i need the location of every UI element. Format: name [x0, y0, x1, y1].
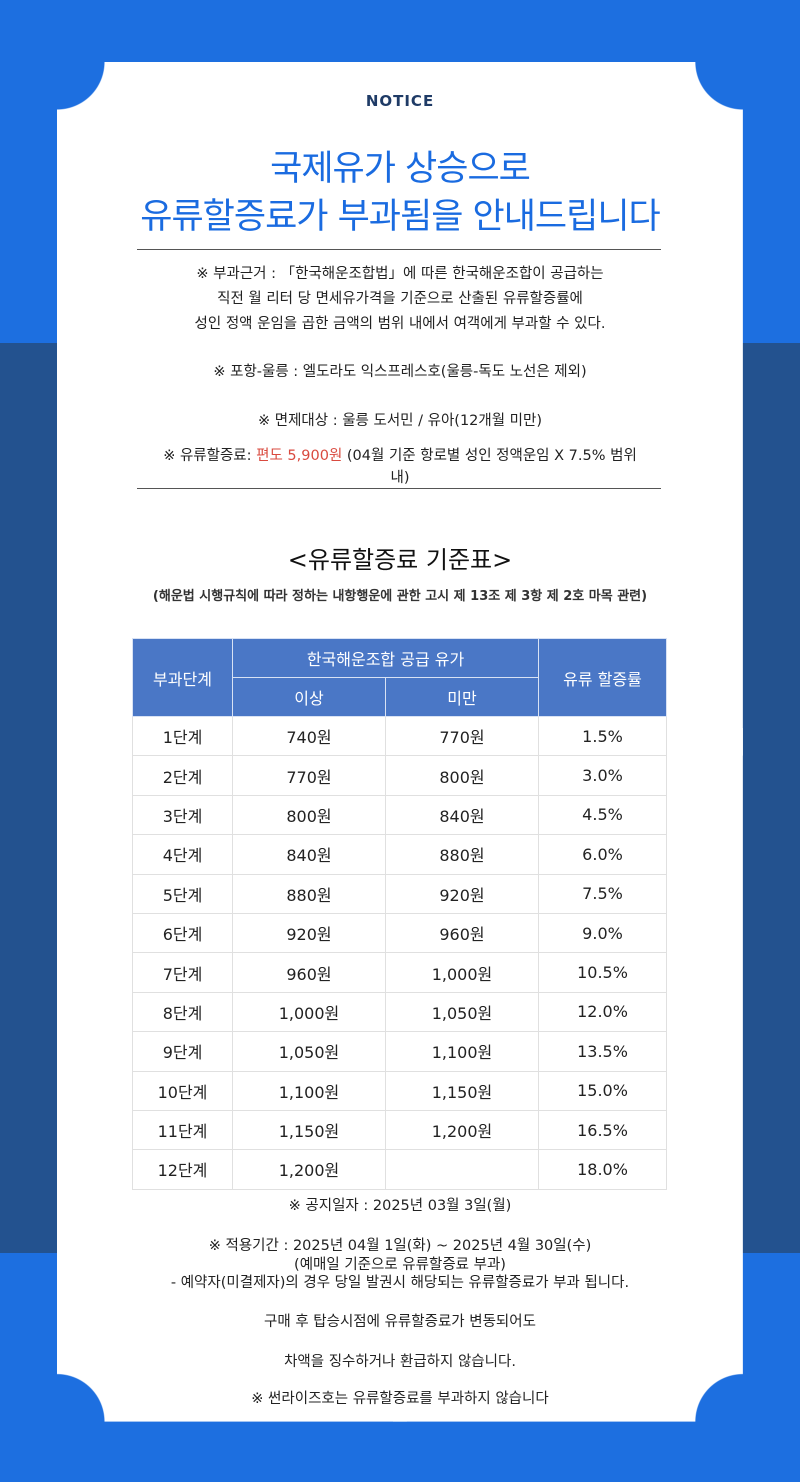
rate-cell: 13.5%: [538, 1031, 667, 1072]
stage-cell: 6단계: [132, 912, 233, 954]
above-cell: 960원: [232, 952, 386, 993]
header-below: 미만: [385, 677, 539, 717]
table-row: 6단계 920원 960원 9.0%: [132, 912, 667, 954]
table-body: 1단계 740원 770원 1.5% 2단계 770원 800원 3.0% 3단계 800원 840…: [132, 715, 667, 1190]
above-cell: 770원: [232, 755, 386, 796]
below-cell: 1,000원: [385, 952, 539, 993]
below-cell: 1,050원: [385, 991, 539, 1033]
stage-cell: 10단계: [132, 1070, 233, 1111]
surcharge-amount: 편도 5,900원: [256, 448, 343, 464]
stage-cell: 2단계: [132, 755, 233, 796]
below-cell: 880원: [385, 834, 539, 875]
surcharge-table: 부과단계 한국해운조합 공급 유가 유류 할증률 이상 미만 1단계 740원 77…: [132, 638, 667, 1190]
rate-cell: 6.0%: [538, 834, 667, 875]
stage-cell: 7단계: [132, 952, 233, 993]
exempt-info: ※ 면제대상 : 울릉 도서민 / 유아(12개월 미만): [257, 413, 543, 429]
rate-cell: 10.5%: [538, 952, 667, 993]
above-cell: 1,150원: [232, 1109, 386, 1151]
table-row: 4단계 840원 880원 6.0%: [132, 834, 667, 875]
stage-cell: 12단계: [132, 1149, 233, 1190]
below-cell: 920원: [385, 873, 539, 914]
rate-cell: 16.5%: [538, 1109, 667, 1151]
rate-cell: 12.0%: [538, 991, 667, 1033]
surcharge-info: ※ 유류할증료: 편도 5,900원 (04월 기준 항로별 성인 정액운임 X…: [0, 444, 800, 465]
divider-bottom: [137, 488, 661, 489]
stage-cell: 9단계: [132, 1031, 233, 1072]
below-cell: 1,100원: [385, 1031, 539, 1072]
change-note-line2: 차액을 징수하거나 환급하지 않습니다.: [284, 1354, 516, 1370]
notice-label: NOTICE: [365, 92, 435, 110]
change-note-line1: 구매 후 탑승시점에 유류할증료가 변동되어도: [264, 1314, 536, 1330]
table-row: 11단계 1,150원 1,200원 16.5%: [132, 1109, 667, 1151]
stage-cell: 11단계: [132, 1109, 233, 1151]
below-cell: 1,150원: [385, 1070, 539, 1111]
page-title-line2: 유류할증료가 부과됨을 안내드립니다: [140, 197, 660, 237]
route-info: ※ 포항-울릉 : 엘도라도 익스프레스호(울릉-독도 노선은 제외): [213, 364, 587, 380]
table-note: (해운법 시행규칙에 따라 정하는 내항행운에 관한 고시 제 13조 제 3항…: [152, 589, 648, 604]
table-row: 7단계 960원 1,000원 10.5%: [132, 952, 667, 993]
table-row: 9단계 1,050원 1,100원 13.5%: [132, 1031, 667, 1072]
below-cell: 960원: [385, 912, 539, 954]
above-cell: 1,050원: [232, 1031, 386, 1072]
table-title: <유류할증료 기준표>: [287, 546, 513, 574]
surcharge-suffix-line2: 내): [390, 470, 410, 486]
table-row: 12단계 1,200원 18.0%: [132, 1149, 667, 1190]
above-cell: 880원: [232, 873, 386, 914]
above-cell: 1,200원: [232, 1149, 386, 1190]
below-cell: [385, 1149, 539, 1190]
rate-cell: 3.0%: [538, 755, 667, 796]
surcharge-suffix: (04월 기준 항로별 성인 정액운임 X 7.5% 범위: [342, 448, 637, 464]
rate-cell: 1.5%: [538, 715, 667, 757]
header-stage: 부과단계: [132, 638, 233, 717]
rate-cell: 18.0%: [538, 1149, 667, 1190]
table-row: 1단계 740원 770원 1.5%: [132, 715, 667, 757]
stage-cell: 4단계: [132, 834, 233, 875]
table-row: 5단계 880원 920원 7.5%: [132, 873, 667, 914]
below-cell: 770원: [385, 715, 539, 757]
divider-top: [137, 249, 661, 250]
basis-line3: 성인 정액 운임을 곱한 금액의 범위 내에서 여객에게 부과할 수 있다.: [194, 316, 606, 332]
page-title-line1: 국제유가 상승으로: [270, 149, 531, 189]
surcharge-prefix: ※ 유류할증료:: [163, 448, 257, 464]
basis-line1: ※ 부과근거 : 「한국해운조합법」에 따른 한국해운조합이 공급하는: [196, 266, 604, 282]
below-cell: 800원: [385, 755, 539, 796]
header-supply-price: 한국해운조합 공급 유가: [232, 638, 539, 678]
below-cell: 840원: [385, 794, 539, 836]
stage-cell: 8단계: [132, 991, 233, 1033]
apply-period-note: (예매일 기준으로 유류할증료 부과): [294, 1257, 506, 1273]
rate-cell: 15.0%: [538, 1070, 667, 1111]
apply-period: ※ 적용기간 : 2025년 04월 1일(화) ~ 2025년 4월 30일(…: [208, 1238, 592, 1254]
table-row: 8단계 1,000원 1,050원 12.0%: [132, 991, 667, 1033]
stage-cell: 1단계: [132, 715, 233, 757]
above-cell: 800원: [232, 794, 386, 836]
rate-cell: 4.5%: [538, 794, 667, 836]
reservation-note: - 예약자(미결제자)의 경우 당일 발권시 해당되는 유류할증료가 부과 됩니…: [170, 1275, 630, 1291]
above-cell: 920원: [232, 912, 386, 954]
above-cell: 1,000원: [232, 991, 386, 1033]
rate-cell: 7.5%: [538, 873, 667, 914]
stage-cell: 5단계: [132, 873, 233, 914]
table-row: 2단계 770원 800원 3.0%: [132, 755, 667, 796]
above-cell: 1,100원: [232, 1070, 386, 1111]
above-cell: 840원: [232, 834, 386, 875]
stage-cell: 3단계: [132, 794, 233, 836]
rate-cell: 9.0%: [538, 912, 667, 954]
header-rate: 유류 할증률: [538, 638, 667, 717]
table-row: 3단계 800원 840원 4.5%: [132, 794, 667, 836]
header-above: 이상: [232, 677, 386, 717]
basis-line2: 직전 월 리터 당 면세유가격을 기준으로 산출된 유류할증률에: [217, 291, 583, 307]
notice-date: ※ 공지일자 : 2025년 03월 3일(월): [288, 1198, 512, 1214]
sunrise-note: ※ 썬라이즈호는 유류할증료를 부과하지 않습니다: [251, 1391, 549, 1407]
table-row: 10단계 1,100원 1,150원 15.0%: [132, 1070, 667, 1111]
below-cell: 1,200원: [385, 1109, 539, 1151]
above-cell: 740원: [232, 715, 386, 757]
